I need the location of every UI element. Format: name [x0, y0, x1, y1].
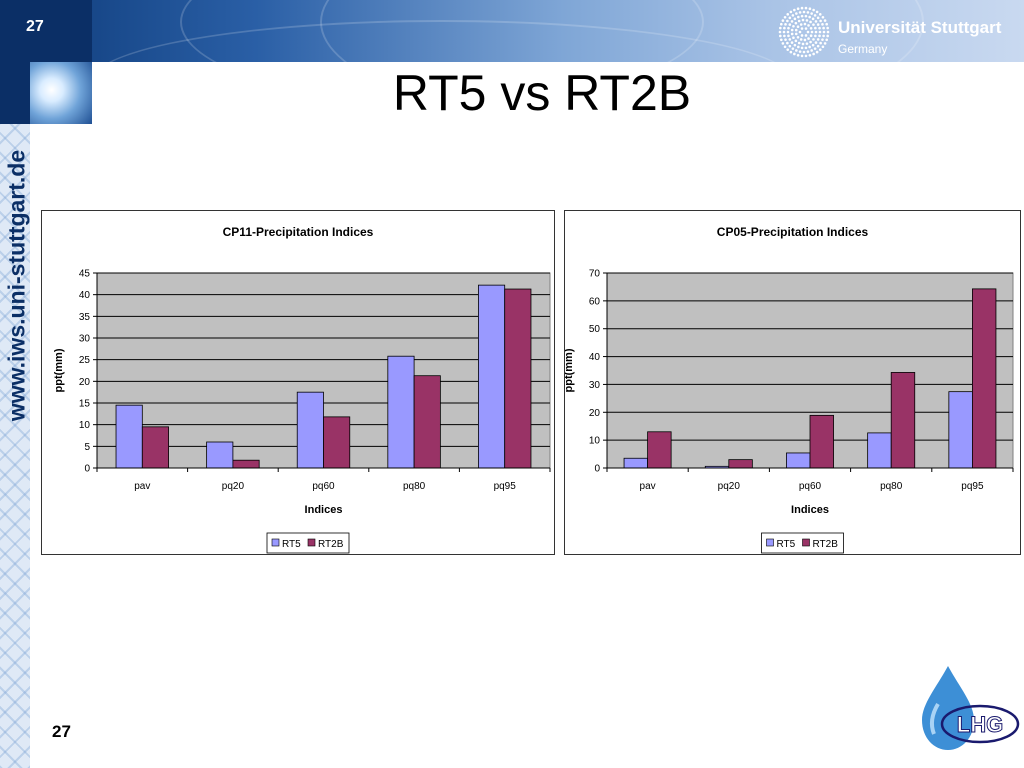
bar-rt5-pq95 — [478, 284, 506, 469]
slide-number-bottom: 27 — [52, 722, 71, 741]
chart-panel-cp05: CP05-Precipitation Indices 0 10 20 30 40 50 60 7… — [564, 210, 1021, 555]
university-country: Germany — [838, 42, 888, 56]
bar-rt5-pq80 — [387, 355, 415, 469]
x-axis-label: Indices — [305, 504, 343, 516]
slide-title: RT5 vs RT2B — [392, 65, 692, 121]
chart-cp11: CP11-Precipitation Indices 0 5 10 15 20 25 30 35… — [53, 225, 551, 554]
y-tick-label: 15 — [79, 399, 91, 410]
university-name: Universität Stuttgart — [838, 18, 1002, 37]
bar-rt5-pq95 — [948, 391, 973, 469]
y-tick-label: 10 — [79, 420, 91, 431]
x-tick-label: pq80 — [880, 481, 903, 492]
legend-swatch-rt5 — [271, 538, 280, 547]
y-tick-label: 40 — [79, 290, 91, 301]
y-tick-label: 40 — [589, 352, 601, 363]
y-tick-label: 0 — [84, 464, 90, 475]
y-tick-label: 0 — [594, 464, 600, 475]
lhg-logo-text: LHG — [957, 712, 1003, 737]
x-tick-label: pav — [134, 481, 150, 492]
y-tick-label: 30 — [589, 380, 601, 391]
x-tick-label: pq80 — [403, 481, 426, 492]
y-tick-label: 25 — [79, 355, 91, 366]
y-tick-label: 5 — [84, 442, 90, 453]
bar-rt2b-pq60 — [809, 414, 834, 469]
y-tick-label: 20 — [79, 377, 91, 388]
legend-label-rt2b: RT2B — [813, 539, 839, 550]
y-tick-label: 50 — [589, 324, 601, 335]
x-tick-label: pq60 — [799, 481, 822, 492]
bar-rt2b-pav — [141, 426, 169, 469]
legend-label-rt5: RT5 — [777, 539, 796, 550]
side-url[interactable]: www.iws.uni-stuttgart.de — [3, 149, 30, 422]
bar-rt2b-pav — [647, 431, 672, 469]
slide-number-box: 27 — [0, 0, 92, 62]
y-tick-label: 30 — [79, 334, 91, 345]
bar-rt2b-pq80 — [413, 375, 441, 469]
bar-rt2b-pq95 — [971, 288, 997, 469]
legend-swatch-rt5 — [766, 538, 774, 547]
y-tick-label: 45 — [79, 269, 91, 280]
y-axis-label: ppt(mm) — [53, 348, 65, 392]
legend-swatch-rt2b — [802, 538, 810, 547]
university-emblem-icon — [778, 6, 830, 58]
water-photo — [30, 62, 92, 124]
x-tick-label: pq95 — [494, 481, 517, 492]
bar-rt2b-pq20 — [232, 459, 260, 469]
x-tick-label: pq60 — [312, 481, 335, 492]
chart-title: CP11-Precipitation Indices — [223, 225, 374, 239]
bar-rt2b-pq80 — [890, 372, 916, 469]
lhg-logo: LHG — [918, 664, 1024, 752]
y-tick-label: 35 — [79, 312, 91, 323]
bar-rt2b-pq60 — [323, 416, 351, 469]
x-tick-label: pq95 — [961, 481, 984, 492]
left-dark-block — [0, 62, 30, 124]
chart-cp05: CP05-Precipitation Indices 0 10 20 30 40 50 60 7… — [565, 225, 1014, 554]
bar-rt5-pav — [623, 457, 648, 469]
legend-swatch-rt2b — [307, 538, 316, 547]
y-tick-label: 20 — [589, 408, 601, 419]
bar-rt5-pq60 — [296, 391, 324, 469]
bar-rt2b-pq95 — [504, 288, 532, 469]
y-tick-label: 10 — [589, 436, 601, 447]
bar-rt5-pq20 — [206, 441, 234, 469]
x-tick-label: pq20 — [222, 481, 245, 492]
y-tick-label: 70 — [589, 269, 601, 280]
x-axis-label: Indices — [791, 504, 829, 516]
y-axis-label: ppt(mm) — [565, 348, 575, 392]
bar-rt5-pq80 — [867, 432, 892, 469]
left-pattern-bar — [0, 62, 30, 768]
bar-rt5-pav — [115, 404, 143, 469]
bar-rt2b-pq20 — [728, 459, 753, 469]
university-logo: Universität Stuttgart Germany — [778, 6, 1018, 58]
slide-number-top: 27 — [26, 18, 44, 35]
y-tick-label: 60 — [589, 296, 601, 307]
bar-rt5-pq60 — [786, 452, 811, 469]
x-tick-label: pq20 — [718, 481, 741, 492]
chart-panel-cp11: CP11-Precipitation Indices 0 5 10 15 20 25 30 35… — [41, 210, 555, 555]
x-tick-label: pav — [640, 481, 656, 492]
legend-label-rt5: RT5 — [282, 539, 301, 550]
water-drop-icon: LHG — [922, 666, 1020, 750]
legend-label-rt2b: RT2B — [318, 539, 344, 550]
chart-title: CP05-Precipitation Indices — [717, 225, 869, 239]
